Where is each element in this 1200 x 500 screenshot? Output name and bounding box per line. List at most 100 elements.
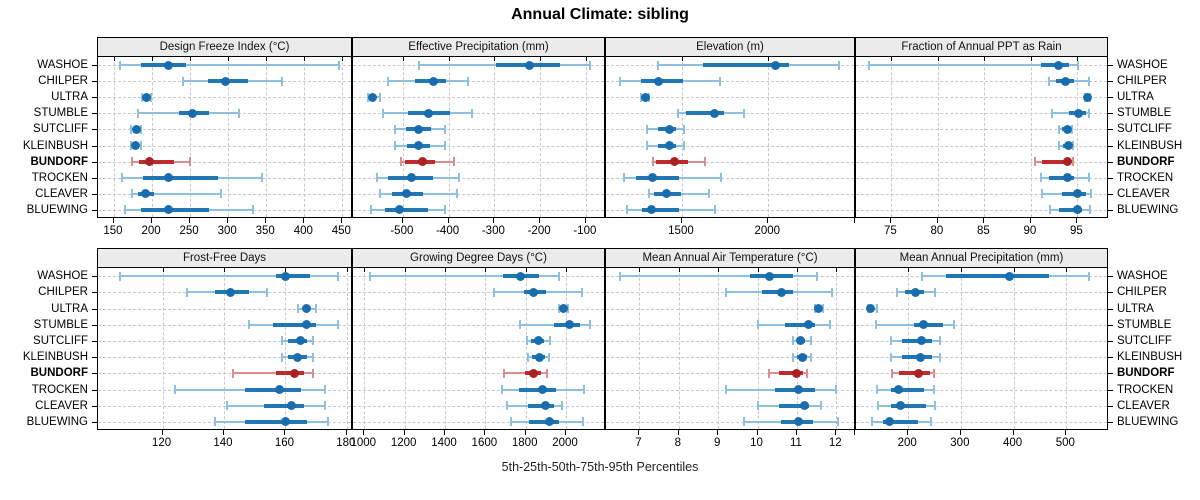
- site-label-left-bundorf: BUNDORF: [30, 155, 89, 168]
- interquartile-bar-bluewing: [1058, 207, 1083, 212]
- axis-tick-label: 95: [1069, 225, 1083, 237]
- whisker-cap-5th: [281, 352, 284, 362]
- percentile-whisker-washoe: [869, 64, 1079, 67]
- whisker-cap-5th: [375, 173, 378, 183]
- panel-strip-label: Fraction of Annual PPT as Rain: [855, 37, 1108, 57]
- median-dot-stumble: [804, 320, 814, 330]
- whisker-cap-5th: [921, 271, 924, 281]
- row-tick-left: [92, 145, 97, 147]
- median-dot-washoe: [525, 60, 535, 70]
- whisker-cap-95th: [742, 108, 745, 118]
- row-tick-left: [92, 97, 97, 99]
- row-gridline: [856, 113, 1107, 115]
- axis-tick-top: [718, 268, 720, 272]
- panel-strip-label: Elevation (m): [605, 37, 855, 57]
- whisker-cap-95th: [189, 157, 192, 167]
- whisker-cap-95th: [875, 304, 878, 313]
- whisker-cap-5th: [625, 205, 628, 215]
- median-dot-bundorf: [417, 157, 427, 167]
- whisker-cap-5th: [370, 205, 373, 215]
- median-dot-sutcliff: [664, 124, 674, 134]
- axis-tick: [717, 430, 719, 435]
- tick-gridline: [1077, 57, 1079, 217]
- row-gridline: [606, 81, 854, 83]
- axis-tick-label: -500: [390, 225, 414, 237]
- axis-tick-top: [448, 57, 450, 61]
- median-dot-trocken: [794, 385, 804, 394]
- tick-gridline: [304, 57, 306, 217]
- whisker-cap-5th: [119, 60, 122, 70]
- median-dot-trocken: [406, 173, 416, 183]
- site-label-left-bluewing: BLUEWING: [26, 203, 88, 216]
- tick-gridline: [448, 57, 450, 217]
- row-tick-right: [1108, 193, 1113, 195]
- axis-tick: [539, 218, 541, 223]
- median-dot-bundorf: [1062, 157, 1072, 167]
- whisker-cap-95th: [338, 60, 341, 70]
- whisker-cap-95th: [934, 287, 937, 297]
- row-gridline: [606, 161, 854, 163]
- whisker-cap-95th: [1087, 76, 1090, 86]
- whisker-cap-95th: [837, 417, 840, 427]
- tick-gridline: [768, 57, 770, 217]
- whisker-cap-5th: [118, 271, 121, 281]
- row-tick-left: [92, 177, 97, 179]
- whisker-cap-5th: [394, 124, 397, 134]
- median-dot-stumble: [423, 108, 433, 118]
- whisker-cap-95th: [704, 157, 707, 167]
- site-label-left-chilper: CHILPER: [38, 286, 88, 299]
- axis-tick-top: [1077, 57, 1079, 61]
- row-tick-left: [92, 193, 97, 195]
- row-gridline: [353, 97, 604, 99]
- whisker-cap-95th: [938, 352, 941, 362]
- whisker-cap-5th: [173, 385, 176, 394]
- whisker-cap-95th: [327, 417, 330, 427]
- site-label-left-kleinbush: KLEINBUSH: [22, 351, 88, 364]
- row-gridline: [856, 421, 1107, 423]
- whisker-cap-5th: [124, 205, 127, 215]
- axis-tick-label: 2000: [754, 225, 781, 237]
- whisker-cap-5th: [386, 76, 389, 86]
- row-tick-left: [92, 308, 97, 310]
- site-label-right-sutcliff: SUTCLIFF: [1117, 334, 1172, 347]
- whisker-cap-5th: [281, 336, 284, 346]
- site-label-left-ultra: ULTRA: [51, 302, 88, 315]
- whisker-cap-95th: [819, 401, 822, 411]
- whisker-cap-5th: [656, 60, 659, 70]
- median-dot-bluewing: [1072, 205, 1082, 215]
- whisker-cap-5th: [891, 368, 894, 378]
- row-gridline: [606, 97, 854, 99]
- panel-effective-precipitation-mm-: Effective Precipitation (mm) -500 -400 -300…: [352, 37, 605, 248]
- whisker-cap-95th: [443, 124, 446, 134]
- whisker-cap-5th: [399, 157, 402, 167]
- site-label-right-kleinbush: KLEINBUSH: [1117, 139, 1183, 152]
- row-tick-right: [1108, 177, 1113, 179]
- interquartile-bar-trocken: [245, 387, 301, 392]
- interquartile-bar-cleaver: [527, 403, 554, 408]
- axis-tick-label: 400: [1003, 437, 1023, 449]
- panel-frost-free-days: Frost-Free Days 120 140 160 180: [92, 248, 355, 460]
- row-tick-left: [92, 81, 97, 83]
- tick-gridline: [525, 268, 527, 429]
- axis-tick: [303, 218, 305, 223]
- axis-tick-label: 11: [789, 437, 802, 449]
- axis-tick-top: [162, 268, 164, 272]
- site-label-right-bundorf: BUNDORF: [1117, 155, 1175, 168]
- row-tick-right: [1108, 97, 1113, 99]
- panel-strip-label: Effective Precipitation (mm): [352, 37, 605, 57]
- tick-gridline: [228, 57, 230, 217]
- axis-tick: [112, 218, 114, 223]
- axis-tick: [222, 430, 224, 435]
- whisker-cap-95th: [1088, 173, 1091, 183]
- median-dot-sutcliff: [534, 336, 544, 346]
- whisker-cap-95th: [835, 385, 838, 394]
- row-tick-right: [1108, 324, 1113, 326]
- whisker-cap-95th: [809, 336, 812, 346]
- whisker-cap-95th: [1087, 271, 1090, 281]
- whisker-cap-95th: [471, 108, 474, 118]
- median-dot-cleaver: [141, 189, 151, 199]
- median-dot-chilper: [653, 76, 663, 86]
- axis-tick: [680, 218, 682, 223]
- site-label-left-washoe: WASHOE: [37, 270, 88, 283]
- row-tick-left: [92, 405, 97, 407]
